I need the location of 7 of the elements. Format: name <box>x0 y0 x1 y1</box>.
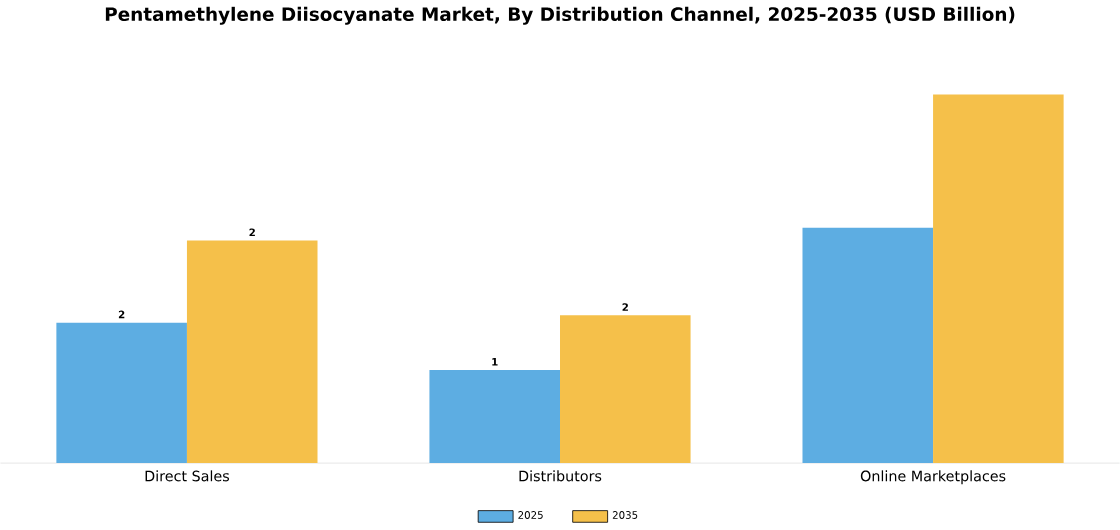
bar <box>186 240 318 464</box>
bar <box>56 322 187 464</box>
bar <box>802 227 934 464</box>
bar <box>560 315 691 464</box>
bar <box>429 370 561 464</box>
chart-title: Pentamethylene Diisocyanate Market, By Distribution Channel, 2025-2035 (USD Billion) <box>105 6 1015 25</box>
bar <box>933 94 1064 464</box>
